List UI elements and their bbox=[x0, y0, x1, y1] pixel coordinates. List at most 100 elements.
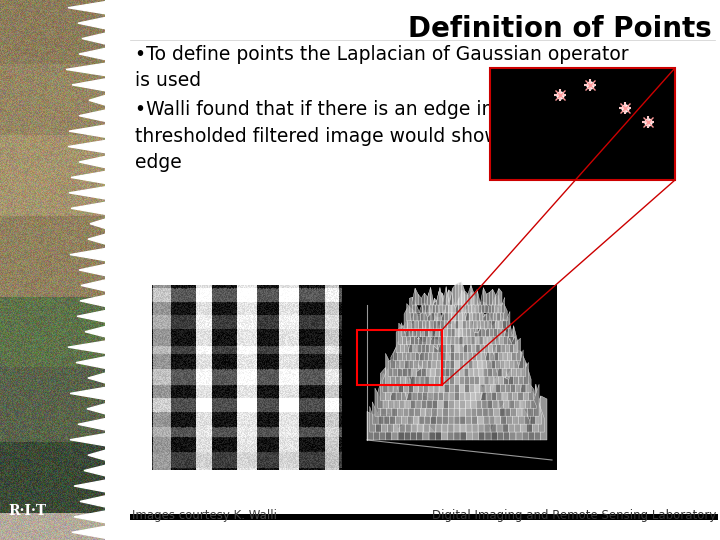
Polygon shape bbox=[418, 306, 423, 329]
Polygon shape bbox=[493, 306, 497, 321]
Polygon shape bbox=[466, 298, 469, 321]
Polygon shape bbox=[417, 341, 421, 353]
Polygon shape bbox=[78, 16, 115, 31]
Polygon shape bbox=[398, 362, 403, 393]
Polygon shape bbox=[388, 359, 393, 376]
Polygon shape bbox=[487, 382, 492, 408]
Polygon shape bbox=[413, 316, 417, 337]
Polygon shape bbox=[521, 352, 526, 376]
Polygon shape bbox=[410, 308, 414, 321]
Polygon shape bbox=[459, 340, 464, 376]
Polygon shape bbox=[81, 278, 115, 293]
Polygon shape bbox=[76, 355, 115, 370]
Polygon shape bbox=[412, 288, 415, 305]
Polygon shape bbox=[516, 364, 521, 393]
Polygon shape bbox=[388, 388, 394, 432]
Polygon shape bbox=[436, 341, 441, 368]
Polygon shape bbox=[500, 402, 505, 416]
Polygon shape bbox=[509, 363, 513, 384]
Polygon shape bbox=[415, 349, 420, 361]
Polygon shape bbox=[487, 346, 491, 368]
Polygon shape bbox=[507, 390, 513, 424]
Polygon shape bbox=[410, 381, 416, 408]
Polygon shape bbox=[402, 340, 407, 361]
Polygon shape bbox=[474, 339, 478, 376]
Polygon shape bbox=[420, 348, 424, 361]
Polygon shape bbox=[408, 354, 413, 393]
Polygon shape bbox=[438, 337, 442, 353]
Polygon shape bbox=[378, 414, 384, 424]
Polygon shape bbox=[432, 305, 436, 313]
Polygon shape bbox=[482, 301, 485, 313]
Polygon shape bbox=[436, 315, 440, 337]
Polygon shape bbox=[494, 379, 500, 416]
Polygon shape bbox=[464, 332, 469, 368]
Polygon shape bbox=[426, 293, 429, 313]
Polygon shape bbox=[393, 359, 397, 376]
Polygon shape bbox=[492, 305, 495, 329]
Polygon shape bbox=[391, 383, 396, 400]
Polygon shape bbox=[434, 350, 439, 393]
Polygon shape bbox=[427, 396, 432, 408]
Polygon shape bbox=[434, 298, 438, 321]
Polygon shape bbox=[528, 382, 534, 400]
Polygon shape bbox=[459, 282, 462, 305]
Polygon shape bbox=[502, 348, 507, 376]
Polygon shape bbox=[408, 307, 411, 329]
Polygon shape bbox=[492, 289, 496, 305]
Polygon shape bbox=[444, 363, 449, 393]
Polygon shape bbox=[420, 316, 424, 337]
Polygon shape bbox=[449, 367, 454, 400]
Polygon shape bbox=[440, 357, 445, 384]
Polygon shape bbox=[523, 362, 528, 384]
Polygon shape bbox=[471, 365, 476, 408]
Polygon shape bbox=[516, 338, 521, 361]
Polygon shape bbox=[509, 317, 513, 337]
Polygon shape bbox=[488, 305, 492, 313]
Polygon shape bbox=[485, 352, 490, 393]
Polygon shape bbox=[501, 330, 505, 353]
Polygon shape bbox=[474, 302, 477, 329]
Polygon shape bbox=[510, 364, 516, 393]
Polygon shape bbox=[433, 301, 437, 305]
Polygon shape bbox=[449, 295, 451, 321]
Polygon shape bbox=[405, 351, 409, 368]
Polygon shape bbox=[472, 306, 476, 321]
Polygon shape bbox=[429, 354, 434, 393]
Polygon shape bbox=[472, 392, 479, 440]
Polygon shape bbox=[495, 305, 499, 329]
Polygon shape bbox=[423, 375, 428, 400]
Polygon shape bbox=[441, 310, 445, 321]
Polygon shape bbox=[460, 386, 467, 440]
Polygon shape bbox=[447, 321, 451, 337]
Polygon shape bbox=[409, 322, 413, 337]
Polygon shape bbox=[408, 343, 412, 376]
Polygon shape bbox=[483, 356, 488, 376]
Polygon shape bbox=[469, 364, 474, 384]
Polygon shape bbox=[471, 285, 474, 305]
Polygon shape bbox=[516, 397, 522, 440]
Polygon shape bbox=[88, 232, 115, 247]
Polygon shape bbox=[469, 338, 473, 368]
Polygon shape bbox=[424, 312, 428, 337]
Polygon shape bbox=[431, 377, 437, 416]
Polygon shape bbox=[82, 31, 115, 46]
Polygon shape bbox=[471, 316, 475, 345]
Polygon shape bbox=[415, 336, 419, 345]
Polygon shape bbox=[446, 290, 449, 313]
Polygon shape bbox=[462, 297, 466, 321]
Polygon shape bbox=[69, 185, 115, 200]
Polygon shape bbox=[459, 305, 463, 337]
Polygon shape bbox=[491, 323, 495, 345]
Polygon shape bbox=[88, 370, 115, 386]
Polygon shape bbox=[446, 346, 450, 368]
Polygon shape bbox=[477, 289, 480, 305]
Polygon shape bbox=[488, 379, 494, 416]
Polygon shape bbox=[471, 389, 477, 416]
Polygon shape bbox=[477, 302, 481, 329]
Polygon shape bbox=[499, 309, 503, 329]
Polygon shape bbox=[464, 291, 468, 305]
Polygon shape bbox=[476, 381, 482, 408]
Polygon shape bbox=[449, 346, 454, 384]
Polygon shape bbox=[445, 357, 449, 384]
